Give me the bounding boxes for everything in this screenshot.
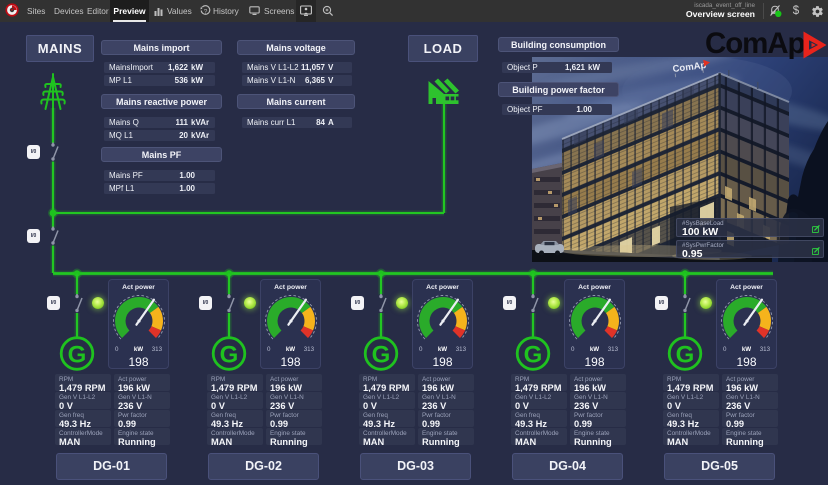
svg-text:G: G (372, 342, 391, 369)
svg-text:G: G (524, 342, 543, 369)
svg-text:G: G (68, 342, 87, 369)
svg-text:G: G (676, 342, 695, 369)
svg-text:ComAp: ComAp (672, 60, 707, 75)
svg-text:?: ? (204, 9, 208, 16)
svg-text:G: G (220, 342, 239, 369)
